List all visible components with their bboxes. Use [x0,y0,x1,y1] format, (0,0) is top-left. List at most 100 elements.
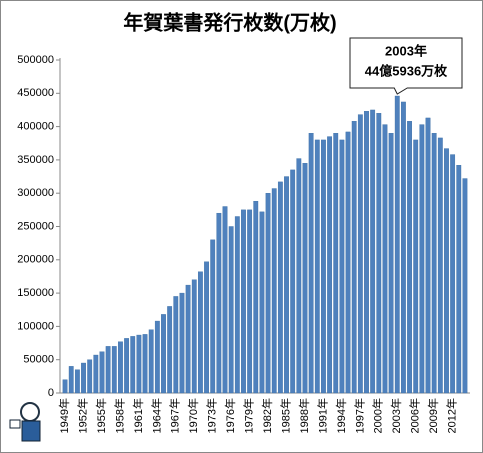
x-tick-label: 1985年 [278,398,292,433]
bar [105,346,111,394]
bar [370,109,376,394]
bar [81,362,86,394]
x-tick-label: 1967年 [168,398,182,433]
x-tick-label: 1955年 [94,398,108,433]
bar [68,366,74,394]
bar [216,212,222,394]
bar [197,271,203,394]
bar [450,154,456,394]
bar [413,139,419,394]
y-tick-label: 200000 [17,254,54,266]
bar [333,133,339,394]
x-tick-label: 1958年 [112,398,126,433]
bar [400,101,406,394]
bar [179,292,185,394]
bar [259,211,265,394]
x-tick-label: 1979年 [242,398,256,433]
bar [62,379,68,394]
bar [191,279,197,394]
bar [321,139,326,394]
x-tick-label: 1949年 [57,398,71,433]
x-tick-label: 1982年 [260,398,274,433]
y-tick-label: 300000 [17,187,54,199]
bar [462,178,468,394]
bar [364,111,369,394]
x-tick-label: 1994年 [334,398,348,433]
bar [167,306,173,394]
bar [111,346,117,394]
bar [265,192,271,394]
bar [425,117,431,394]
x-tick-label: 1988年 [297,398,311,433]
bar [357,114,363,394]
bar [444,148,449,394]
bar [456,165,462,394]
bar [437,137,443,394]
x-tick-label: 2006年 [408,398,422,433]
bar [136,334,142,394]
bar [118,341,123,394]
mascot [9,402,41,442]
y-tick-label: 0 [48,387,54,399]
y-tick-label: 100000 [17,320,54,332]
y-tick-label: 500000 [17,54,54,66]
bar [87,359,93,394]
bar [154,320,160,394]
annotation: 44億5936万枚 [365,63,448,78]
y-tick-label: 50000 [23,354,54,366]
bar [222,206,228,394]
x-tick-label: 2000年 [371,398,385,433]
x-tick-label: 1997年 [352,398,366,433]
bar [253,200,259,394]
bar [130,336,136,394]
x-tick-label: 2003年 [389,398,403,433]
callout [349,37,463,95]
annotation: 2003年 [385,43,427,58]
bar [173,296,179,394]
bar [161,314,166,394]
bar [277,181,283,394]
bar [204,261,209,394]
bar [148,329,154,394]
bar [74,369,80,394]
x-tick-label: 1964年 [149,398,163,433]
bar [99,351,105,394]
chart-title: 年賀葉書発行枚数(万枚) [123,10,336,34]
x-tick-label: 1952年 [75,398,89,433]
y-tick-label: 350000 [17,154,54,166]
bar [394,95,400,394]
bar [296,158,302,394]
bar [185,284,191,394]
bar [241,209,246,394]
bar [290,169,296,394]
bar [142,334,148,394]
bar [271,188,277,394]
x-tick-label: 1976年 [223,398,237,433]
bar [376,113,382,394]
x-tick-label: 1961年 [131,398,145,433]
bar [247,209,253,394]
bar [302,163,308,394]
bar [314,139,320,394]
bar [327,136,333,394]
x-tick-label: 1991年 [315,398,329,433]
x-tick-label: 2009年 [426,398,440,433]
bar [124,338,130,394]
y-tick-label: 250000 [17,220,54,232]
y-tick-label: 150000 [17,287,54,299]
bar [228,226,234,394]
y-tick-label: 400000 [17,121,54,133]
x-tick-label: 1970年 [186,398,200,433]
bar [419,124,425,394]
x-tick-label: 1973年 [205,398,219,433]
bar [339,139,345,394]
bar [234,216,240,394]
bar [388,133,394,394]
bar [284,176,289,394]
bar [93,354,99,394]
bar [308,133,314,394]
bar [351,121,357,394]
bar [382,124,388,394]
bar [407,121,412,394]
